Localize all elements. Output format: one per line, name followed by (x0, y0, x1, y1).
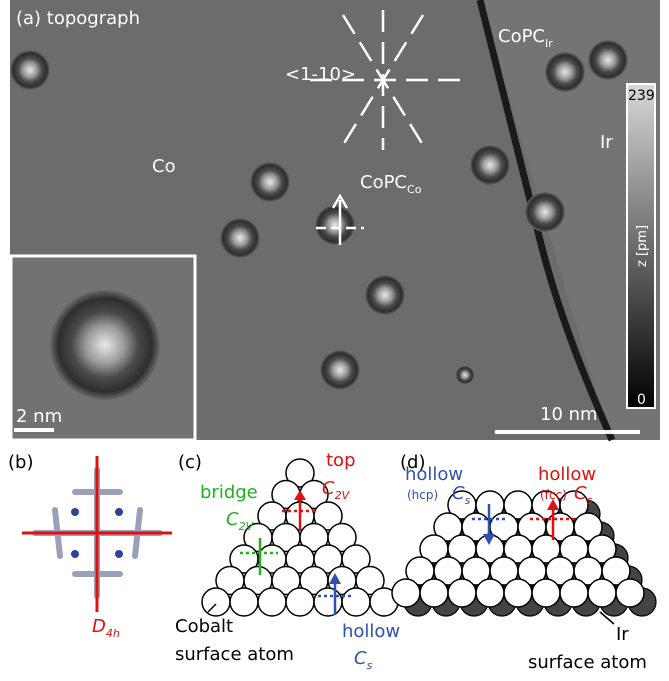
molecule (545, 52, 585, 92)
stacking-label: (hcp) (407, 488, 438, 502)
label-sub: 2V (335, 489, 351, 502)
molecule (456, 366, 474, 384)
symmetry-label: D4h (92, 616, 120, 640)
label-sub: s (465, 494, 471, 507)
inset-molecule (50, 290, 160, 400)
panel-c: (c) (178, 452, 398, 616)
colorbar-axis: z [pm] (635, 225, 650, 267)
molecule (315, 205, 355, 245)
colorbar-min: 0 (637, 392, 646, 408)
label-sub: Co (407, 183, 422, 196)
molecule (320, 350, 360, 390)
molecule-label: CoPCIr (498, 26, 553, 50)
symmetry-label: Cs (452, 483, 471, 507)
molecule (525, 192, 565, 232)
panel-label: (a) topograph (16, 8, 140, 29)
panel-label: (b) (8, 452, 33, 473)
figure: (a) topograph <1-10> CoPCIr Ir Co CoPCCo… (0, 0, 669, 681)
co-atom (448, 579, 476, 607)
atom-label: Cobalt (175, 616, 233, 637)
atom (314, 588, 342, 616)
label-text: C (354, 648, 367, 669)
atom (342, 588, 370, 616)
stacking-label: (fcc) (540, 488, 567, 502)
colorbar-max: 239 (628, 88, 655, 104)
molecule (220, 218, 260, 258)
molecule (10, 50, 50, 90)
label-text: C (452, 483, 465, 504)
symmetry-label: Cs (354, 648, 373, 672)
site-label: hollow (342, 621, 400, 642)
atom (202, 588, 230, 616)
atom-label: surface atom (175, 644, 294, 665)
panel-a: (a) topograph <1-10> CoPCIr Ir Co CoPCCo… (10, 0, 660, 440)
co-atom (616, 579, 644, 607)
label-text: C (322, 478, 335, 499)
co-atom (504, 579, 532, 607)
symmetry-label: C2V (322, 478, 351, 502)
region-label: Co (152, 156, 176, 177)
site-label: hollow (538, 464, 596, 485)
symmetry-label: Cs (574, 483, 593, 507)
label-sub: s (587, 494, 593, 507)
co-atom (588, 579, 616, 607)
co-atom (532, 579, 560, 607)
molecule (588, 40, 628, 80)
atom (286, 588, 314, 616)
site-label: hollow (405, 464, 463, 485)
scale-label: 2 nm (16, 406, 62, 427)
label-text: C (226, 509, 239, 530)
molecule (250, 162, 290, 202)
panel-b: (b) D4h (8, 452, 172, 640)
co-atom (476, 579, 504, 607)
region-label: Ir (600, 132, 613, 153)
atom-label: surface atom (528, 652, 647, 673)
molecule (365, 275, 405, 315)
site-label: top (326, 450, 356, 471)
scale-label: 10 nm (540, 404, 598, 425)
symmetry-label: C2V (226, 509, 255, 533)
co-atom (392, 579, 420, 607)
label-sub: s (367, 659, 373, 672)
symmetry-axes (22, 456, 172, 612)
label-text: CoPC (360, 172, 407, 193)
label-text: D (92, 616, 106, 637)
label-sub: Ir (545, 37, 553, 50)
direction-label: <1-10> (285, 64, 356, 85)
molecule (470, 145, 510, 185)
atom (258, 588, 286, 616)
site-label: bridge (200, 482, 258, 503)
panel-label: (c) (178, 452, 202, 473)
label-text: C (574, 483, 587, 504)
co-atom (420, 579, 448, 607)
co-atom (560, 579, 588, 607)
atom-label: Ir (616, 624, 629, 645)
label-sub: 2V (239, 520, 255, 533)
label-sub: 4h (106, 627, 120, 640)
atom (230, 588, 258, 616)
label-text: CoPC (498, 26, 545, 47)
